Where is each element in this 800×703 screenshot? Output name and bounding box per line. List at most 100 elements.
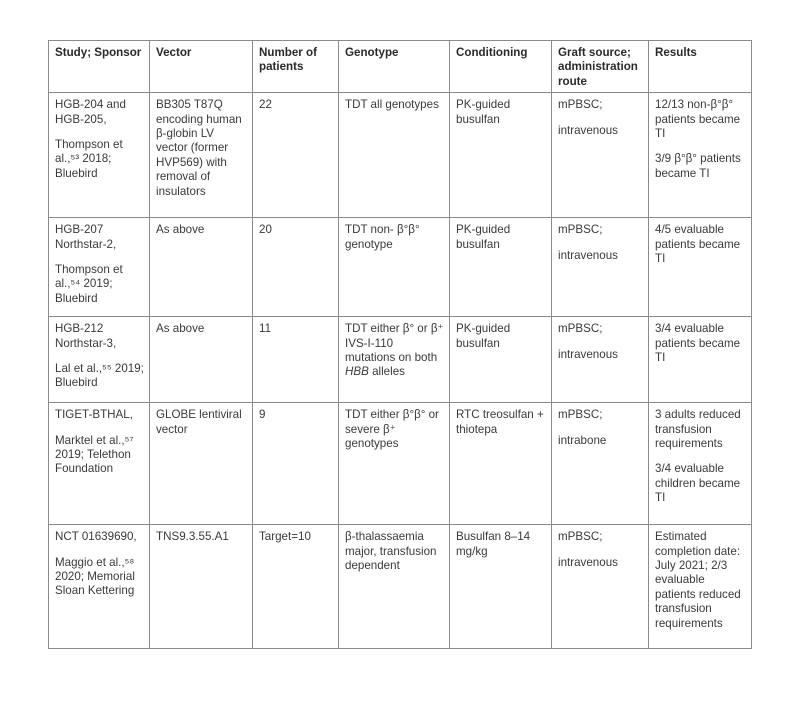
cell-genotype: TDT non- β°β° genotype xyxy=(338,217,450,318)
cell-paragraph: HGB-204 and HGB-205, xyxy=(55,98,126,126)
cell-study-sponsor: HGB-204 and HGB-205, Thompson et al.,⁵³ 2… xyxy=(48,92,150,219)
cell-paragraph: 3/4 evaluable patients became TI xyxy=(655,322,741,365)
cell-number-of-patients: 11 xyxy=(252,316,339,404)
cell-paragraph: intravenous xyxy=(558,123,618,137)
cell-vector: BB305 T87Q encoding human β-globin LV ve… xyxy=(149,92,253,219)
cell-results: 3/4 evaluable patients became TI xyxy=(648,316,752,404)
cell-conditioning: Busulfan 8–14 mg/kg xyxy=(449,524,552,650)
cell-number-of-patients: Target=10 xyxy=(252,524,339,650)
cell-study-sponsor: NCT 01639690, Maggio et al.,⁵⁸ 2020; Memo… xyxy=(48,524,150,650)
cell-paragraph: TDT either β°β° or severe β⁺ genotypes xyxy=(345,408,439,451)
cell-paragraph: Thompson et al.,⁵⁴ 2019; Bluebird xyxy=(55,263,123,305)
cell-paragraph: HGB-212 Northstar-3, xyxy=(55,322,117,350)
gene-therapy-trials-table: Study; Sponsor Vector Number of patients… xyxy=(48,39,752,650)
cell-paragraph: intravenous xyxy=(558,555,618,569)
cell-paragraph: mPBSC; xyxy=(558,98,603,112)
cell-paragraph: 4/5 evaluable patients became TI xyxy=(655,223,741,266)
text-segment: alleles xyxy=(368,365,405,379)
table-header: Study; Sponsor Vector Number of patients… xyxy=(48,39,752,94)
cell-number-of-patients: 22 xyxy=(252,92,339,219)
cell-vector: As above xyxy=(149,217,253,318)
cell-paragraph: intravenous xyxy=(558,248,618,262)
header-conditioning: Conditioning xyxy=(449,39,552,94)
cell-paragraph: Target=10 xyxy=(259,530,311,544)
cell-paragraph: NCT 01639690, xyxy=(55,530,137,544)
cell-paragraph: intravenous xyxy=(558,347,618,361)
cell-paragraph: RTC treosulfan + thiotepa xyxy=(456,408,544,436)
cell-graft-source: mPBSC; intravenous xyxy=(551,217,649,318)
cell-graft-source: mPBSC; intravenous xyxy=(551,316,649,404)
header-genotype: Genotype xyxy=(338,39,450,94)
cell-conditioning: RTC treosulfan + thiotepa xyxy=(449,402,552,526)
cell-paragraph: As above xyxy=(156,223,205,237)
cell-genotype: TDT either β°β° or severe β⁺ genotypes xyxy=(338,402,450,526)
cell-paragraph: 11 xyxy=(259,322,272,336)
cell-paragraph: 3 adults reduced transfusion requirement… xyxy=(655,408,741,451)
cell-conditioning: PK-guided busulfan xyxy=(449,316,552,404)
cell-genotype: TDT all genotypes xyxy=(338,92,450,219)
cell-number-of-patients: 20 xyxy=(252,217,339,318)
cell-results: Estimated completion date: July 2021; 2/… xyxy=(648,524,752,650)
cell-paragraph: TDT either β° or β⁺ IVS-I-110 mutations … xyxy=(345,322,444,380)
cell-paragraph: Busulfan 8–14 mg/kg xyxy=(456,530,531,558)
text-segment: TDT either β° or β⁺ IVS-I-110 mutations … xyxy=(345,322,444,365)
table-row: TIGET-BTHAL, Marktel et al.,⁵⁷ 2019; Tele… xyxy=(48,402,752,526)
cell-paragraph: intrabone xyxy=(558,433,607,447)
gene-name: HBB xyxy=(345,365,369,379)
cell-conditioning: PK-guided busulfan xyxy=(449,217,552,318)
cell-paragraph: Marktel et al.,⁵⁷ 2019; Telethon Foundat… xyxy=(55,433,134,476)
cell-paragraph: mPBSC; xyxy=(558,408,603,422)
cell-paragraph: TIGET-BTHAL, xyxy=(55,408,133,422)
header-row: Study; Sponsor Vector Number of patients… xyxy=(48,39,752,94)
cell-vector: As above xyxy=(149,316,253,404)
cell-study-sponsor: HGB-212 Northstar-3, Lal et al.,⁵⁵ 2019; … xyxy=(48,316,150,404)
cell-paragraph: Estimated completion date: July 2021; 2/… xyxy=(655,530,741,630)
cell-graft-source: mPBSC; intravenous xyxy=(551,92,649,219)
cell-graft-source: mPBSC; intrabone xyxy=(551,402,649,526)
cell-paragraph: Lal et al.,⁵⁵ 2019; Bluebird xyxy=(55,362,144,390)
table-row: HGB-204 and HGB-205, Thompson et al.,⁵³ 2… xyxy=(48,92,752,219)
cell-paragraph: HGB-207 Northstar-2, xyxy=(55,223,117,251)
cell-paragraph: Thompson et al.,⁵³ 2018; Bluebird xyxy=(55,138,123,180)
cell-results: 4/5 evaluable patients became TI xyxy=(648,217,752,318)
header-number-of-patients: Number of patients xyxy=(252,39,339,94)
cell-paragraph: TDT non- β°β° genotype xyxy=(345,223,420,251)
cell-graft-source: mPBSC; intravenous xyxy=(551,524,649,650)
cell-paragraph: Maggio et al.,⁵⁸ 2020; Memorial Sloan Ke… xyxy=(55,555,135,598)
cell-vector: TNS9.3.55.A1 xyxy=(149,524,253,650)
table-row: HGB-207 Northstar-2, Thompson et al.,⁵⁴ 2… xyxy=(48,217,752,318)
cell-paragraph: 3/4 evaluable children became TI xyxy=(655,462,741,505)
cell-paragraph: PK-guided busulfan xyxy=(456,98,511,126)
header-vector: Vector xyxy=(149,39,253,94)
cell-paragraph: TDT all genotypes xyxy=(345,98,439,112)
cell-paragraph: 9 xyxy=(259,408,266,422)
table-row: HGB-212 Northstar-3, Lal et al.,⁵⁵ 2019; … xyxy=(48,316,752,404)
cell-paragraph: BB305 T87Q encoding human β-globin LV ve… xyxy=(156,98,242,198)
cell-paragraph: PK-guided busulfan xyxy=(456,322,511,350)
header-graft-source: Graft source; administration route xyxy=(551,39,649,94)
header-results: Results xyxy=(648,39,752,94)
header-study-sponsor: Study; Sponsor xyxy=(48,39,150,94)
cell-paragraph: mPBSC; xyxy=(558,223,603,237)
cell-genotype: β-thalassaemia major, transfusion depend… xyxy=(338,524,450,650)
cell-study-sponsor: HGB-207 Northstar-2, Thompson et al.,⁵⁴ 2… xyxy=(48,217,150,318)
cell-study-sponsor: TIGET-BTHAL, Marktel et al.,⁵⁷ 2019; Tele… xyxy=(48,402,150,526)
table-body: HGB-204 and HGB-205, Thompson et al.,⁵³ 2… xyxy=(48,92,752,650)
cell-paragraph: mPBSC; xyxy=(558,530,603,544)
cell-results: 12/13 non-β°β° patients became TI 3/9 β°β… xyxy=(648,92,752,219)
cell-vector: GLOBE lentiviral vector xyxy=(149,402,253,526)
cell-paragraph: 22 xyxy=(259,98,272,112)
cell-paragraph: 12/13 non-β°β° patients became TI xyxy=(655,98,741,141)
cell-paragraph: TNS9.3.55.A1 xyxy=(156,530,229,544)
cell-paragraph: mPBSC; xyxy=(558,322,603,336)
cell-genotype: TDT either β° or β⁺ IVS-I-110 mutations … xyxy=(338,316,450,404)
cell-paragraph: β-thalassaemia major, transfusion depend… xyxy=(345,530,437,573)
cell-results: 3 adults reduced transfusion requirement… xyxy=(648,402,752,526)
cell-number-of-patients: 9 xyxy=(252,402,339,526)
cell-paragraph: GLOBE lentiviral vector xyxy=(156,408,242,436)
cell-conditioning: PK-guided busulfan xyxy=(449,92,552,219)
table-row: NCT 01639690, Maggio et al.,⁵⁸ 2020; Memo… xyxy=(48,524,752,650)
cell-paragraph: 3/9 β°β° patients became TI xyxy=(655,152,741,180)
cell-paragraph: 20 xyxy=(259,223,272,237)
cell-paragraph: As above xyxy=(156,322,205,336)
